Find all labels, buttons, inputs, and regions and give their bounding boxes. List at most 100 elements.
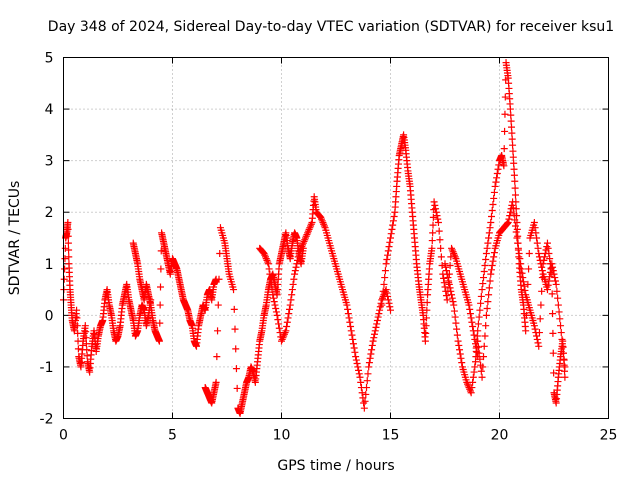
data-point-marker (446, 262, 454, 270)
data-point-marker (295, 249, 303, 257)
data-point-marker (296, 246, 304, 254)
data-point-marker (74, 329, 82, 337)
data-point-marker (549, 310, 557, 318)
data-point-marker (476, 306, 484, 314)
data-point-marker (451, 253, 459, 261)
data-point-marker (298, 243, 306, 251)
data-point-marker (443, 270, 451, 278)
y-tick-label: -1 (40, 360, 54, 376)
data-point-marker (543, 243, 551, 251)
data-point-marker (317, 215, 325, 223)
data-point-marker (503, 220, 511, 228)
data-point-marker (280, 330, 288, 338)
data-point-marker (264, 260, 272, 268)
data-point-marker (557, 329, 565, 337)
data-point-marker (386, 303, 394, 311)
data-point-marker (283, 323, 291, 331)
data-point-marker (482, 249, 490, 257)
data-point-marker (446, 284, 454, 292)
data-point-marker (457, 354, 465, 362)
data-point-marker (433, 212, 441, 220)
data-point-marker (363, 384, 371, 392)
data-point-marker (216, 249, 224, 257)
data-point-marker (442, 263, 450, 271)
data-point-marker (549, 349, 557, 357)
data-point-marker (266, 270, 274, 278)
data-point-marker (280, 332, 288, 340)
data-point-marker (273, 311, 281, 319)
data-point-marker (490, 194, 498, 202)
data-point-marker (474, 337, 482, 345)
data-point-marker (293, 260, 301, 268)
data-point-marker (561, 373, 569, 381)
data-point-marker (264, 258, 272, 266)
data-point-marker (509, 204, 517, 212)
data-series (441, 59, 569, 397)
y-tick-label: 3 (45, 154, 54, 170)
x-tick-label: 0 (59, 428, 68, 444)
data-point-marker (371, 327, 379, 335)
data-point-marker (511, 177, 519, 185)
data-point-marker (365, 359, 373, 367)
data-point-marker (371, 330, 379, 338)
y-tick-label: -2 (40, 412, 54, 428)
data-point-marker (383, 255, 391, 263)
y-tick-label: 4 (45, 102, 54, 118)
data-point-marker (386, 238, 394, 246)
data-point-marker (213, 353, 221, 361)
data-point-marker (320, 222, 328, 230)
data-point-marker (489, 257, 497, 265)
data-point-marker (525, 249, 533, 257)
data-point-marker (423, 306, 431, 314)
data-point-marker (450, 249, 458, 257)
data-point-marker (546, 255, 554, 263)
data-point-marker (559, 337, 567, 345)
data-point-marker (488, 206, 496, 214)
data-point-marker (300, 237, 308, 245)
data-point-marker (262, 255, 270, 263)
data-point-marker (389, 217, 397, 225)
data-point-marker (429, 221, 437, 229)
data-point-marker (61, 244, 69, 252)
data-point-marker (506, 208, 514, 216)
data-point-marker (356, 373, 364, 381)
data-point-marker (511, 191, 519, 199)
data-point-marker (522, 327, 530, 335)
plot-frame (63, 57, 609, 419)
data-point-marker (555, 308, 563, 316)
data-point-marker (363, 377, 371, 385)
data-point-marker (442, 267, 450, 275)
data-point-marker (353, 359, 361, 367)
data-point-marker (74, 345, 82, 353)
data-point-marker (157, 247, 165, 255)
data-point-marker (73, 314, 81, 322)
data-point-marker (278, 335, 286, 343)
data-point-marker (156, 301, 164, 309)
data-point-marker (450, 251, 458, 259)
data-point-marker (538, 263, 546, 271)
data-point-marker (467, 389, 475, 397)
data-point-marker (377, 299, 385, 307)
data-point-marker (230, 286, 238, 294)
data-point-marker (501, 110, 509, 118)
data-point-marker (73, 322, 81, 330)
data-point-marker (317, 213, 325, 221)
data-point-marker (477, 299, 485, 307)
data-point-marker (487, 219, 495, 227)
data-point-marker (437, 253, 445, 261)
data-point-marker (464, 382, 472, 390)
data-point-marker (518, 269, 526, 277)
data-point-marker (215, 275, 223, 283)
data-point-marker (302, 232, 310, 240)
data-point-marker (478, 286, 486, 294)
data-point-marker (382, 260, 390, 268)
data-point-marker (441, 283, 449, 291)
data-point-marker (355, 370, 363, 378)
data-point-marker (440, 274, 448, 282)
data-series (129, 229, 220, 350)
data-point-marker (387, 230, 395, 238)
data-point-marker (379, 294, 387, 302)
data-point-marker (283, 318, 291, 326)
data-point-marker (354, 363, 362, 371)
data-point-marker (503, 219, 511, 227)
